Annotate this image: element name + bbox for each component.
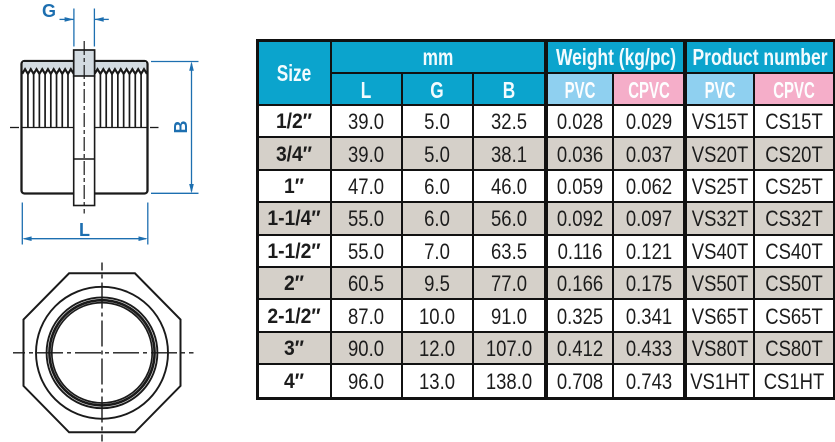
svg-text:L: L — [79, 220, 90, 240]
svg-text:G: G — [42, 1, 56, 21]
svg-text:B: B — [171, 121, 191, 134]
